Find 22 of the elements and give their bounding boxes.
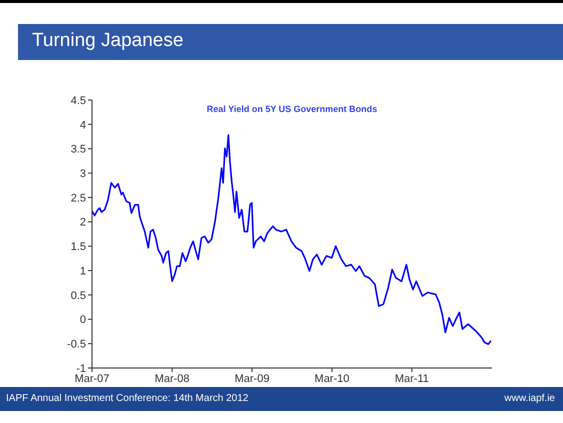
text: IAPF Annual Investment Conference: 14th March 2012 [6,393,248,404]
y-tick-label: -0.5 [67,338,86,351]
text: www.iapf.ie [504,393,555,404]
y-tick-label: 3 [80,168,86,180]
y-tick-label: 2 [80,216,86,229]
y-tick-label: 1 [80,265,86,278]
y-tick-label: 2.5 [70,192,86,204]
chart-title: Turning Japanese [32,30,184,52]
y-tick-label: 4 [80,119,86,132]
x-tick-label: Mar-10 [314,372,350,385]
text: Real Yield on 5Y US Government Bonds [206,104,378,114]
x-tick-label: Mar-09 [234,372,270,385]
y-tick-label: 0.5 [70,290,86,302]
x-tick-label: Mar-11 [394,372,429,385]
line-series [92,134,492,345]
x-tick-label: Mar-08 [154,372,190,385]
y-tick-label: 4.5 [70,94,86,107]
x-tick-label: Mar-07 [74,372,110,385]
y-tick-label: -1 [76,362,86,375]
y-tick-label: 0 [80,314,86,326]
y-tick-label: 3.5 [70,144,86,156]
y-tick-label: 1.5 [70,241,86,254]
